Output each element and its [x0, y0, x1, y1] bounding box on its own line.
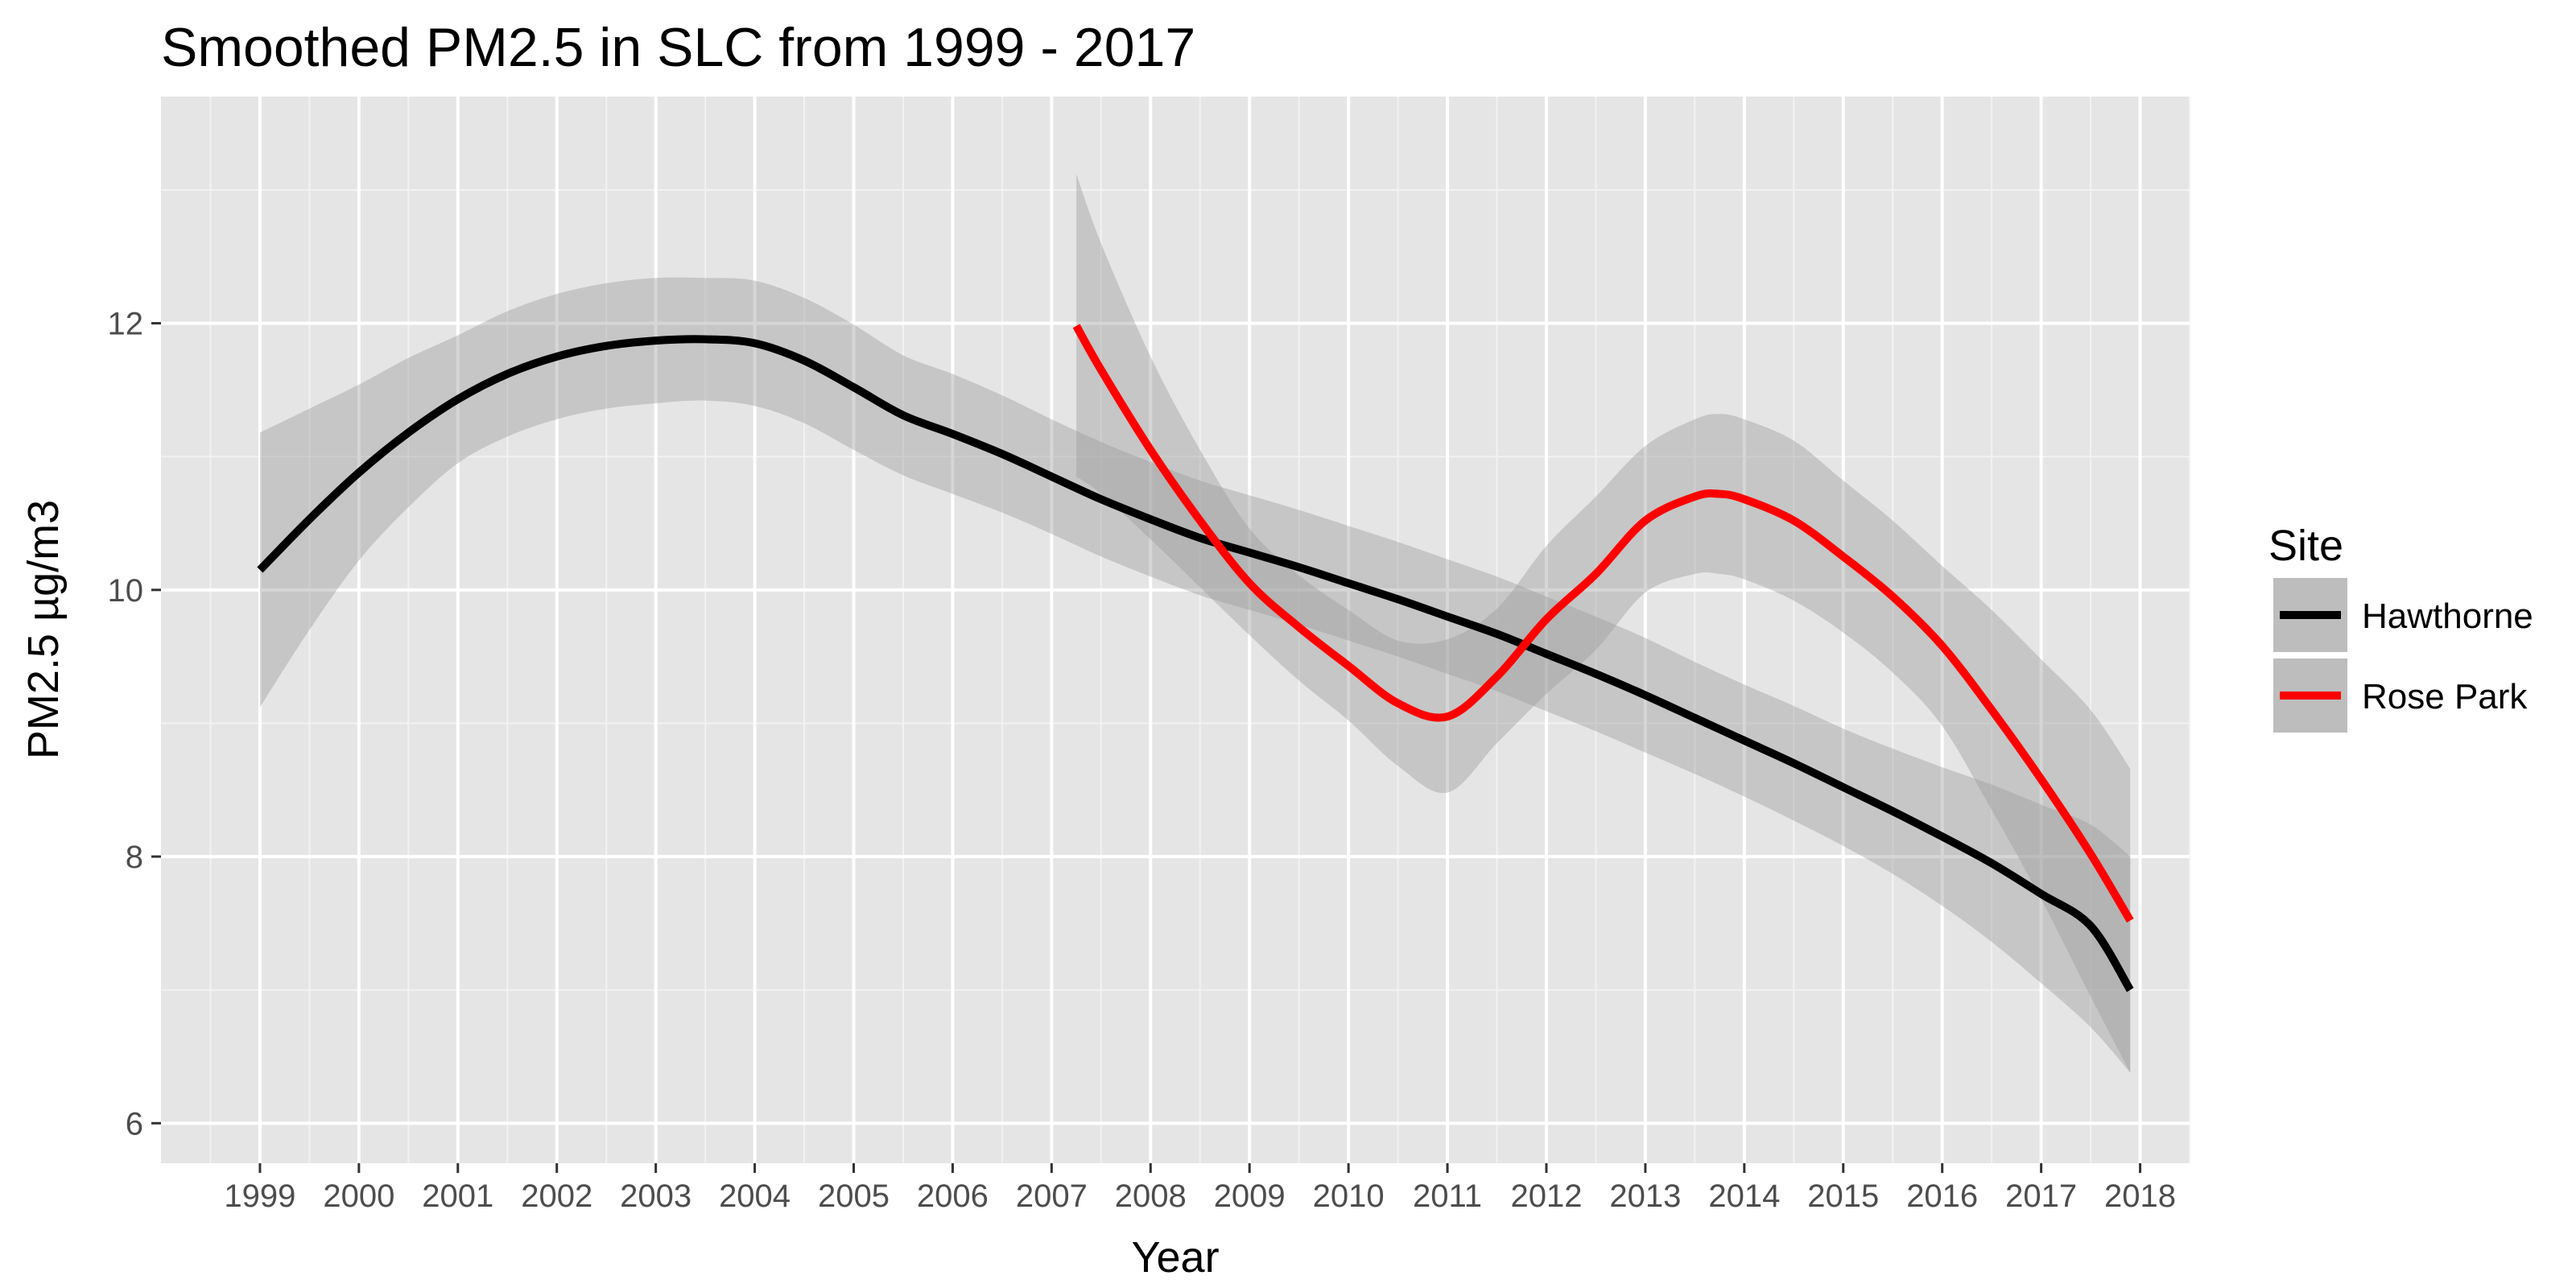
- x-tick-label: 2011: [1413, 1179, 1482, 1214]
- x-tick-label: 2000: [323, 1179, 394, 1214]
- plot-panel: [161, 97, 2190, 1163]
- legend-label-hawthorne: Hawthorne: [2362, 597, 2533, 636]
- x-tick-label: 1999: [224, 1179, 295, 1214]
- x-tick-label: 2007: [1016, 1179, 1088, 1214]
- minor-gridlines: [161, 97, 2190, 1163]
- y-tick-label: 12: [108, 307, 144, 342]
- x-tick-label: 2012: [1510, 1179, 1582, 1214]
- chart-title: Smoothed PM2.5 in SLC from 1999 - 2017: [161, 17, 1195, 78]
- y-tick-label: 10: [108, 573, 144, 609]
- smoothed-lines: [257, 324, 2134, 993]
- line-hawthorne: [257, 335, 2134, 993]
- x-tick-label: 2018: [2104, 1179, 2176, 1214]
- x-axis-title: Year: [1131, 1233, 1219, 1282]
- ribbon-rose-park: [1076, 174, 2131, 1073]
- confidence-ribbons: [259, 174, 2131, 1073]
- axis-ticks: [151, 322, 2142, 1173]
- x-tick-label: 2013: [1609, 1179, 1681, 1214]
- x-tick-label: 2006: [917, 1179, 989, 1214]
- x-tick-label: 2017: [2005, 1179, 2077, 1214]
- ribbon-hawthorne: [259, 277, 2131, 1073]
- x-tick-label: 2009: [1214, 1179, 1286, 1214]
- x-tick-label: 2005: [818, 1179, 890, 1214]
- legend: Site Hawthorne Rose Park: [2268, 522, 2533, 733]
- legend-label-rose-park: Rose Park: [2362, 677, 2528, 716]
- x-tick-label: 2001: [422, 1179, 493, 1214]
- y-tick-label: 6: [126, 1106, 143, 1141]
- y-axis-title: PM2.5 µg/m3: [19, 500, 68, 759]
- legend-title: Site: [2268, 522, 2343, 570]
- x-tick-label: 2015: [1807, 1179, 1879, 1214]
- x-tick-label: 2010: [1313, 1179, 1385, 1214]
- x-tick-label: 2016: [1906, 1179, 1978, 1214]
- x-tick-label: 2008: [1115, 1179, 1187, 1214]
- x-tick-label: 2002: [521, 1179, 592, 1214]
- x-tick-label: 2014: [1708, 1179, 1780, 1214]
- line-rose-park: [1072, 324, 2134, 923]
- x-tick-label: 2003: [620, 1179, 691, 1214]
- x-tick-label: 2004: [719, 1179, 791, 1214]
- major-gridlines: [161, 97, 2190, 1163]
- y-tick-label: 8: [126, 840, 143, 875]
